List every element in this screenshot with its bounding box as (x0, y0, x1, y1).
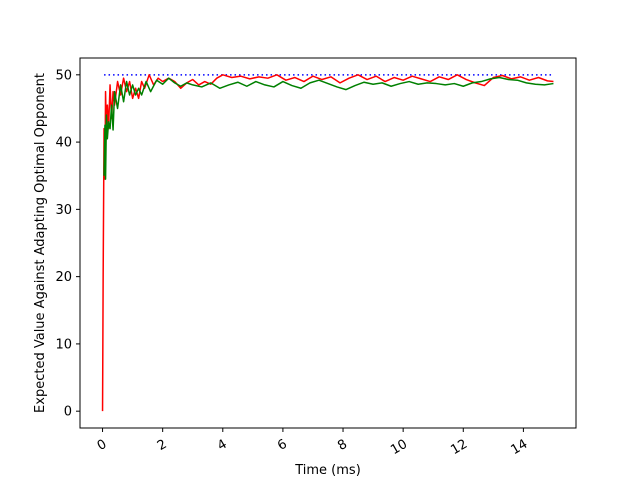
series-layer (101, 74, 554, 412)
y-axis-label: Expected Value Against Adapting Optimal … (33, 73, 48, 413)
x-tick-label: 10 (388, 437, 410, 458)
green-series-line (103, 76, 554, 180)
y-tick-label: 10 (55, 337, 72, 352)
y-axis: 0 10 20 30 40 50 (55, 68, 80, 420)
y-tick-label: 40 (55, 136, 72, 151)
red-series-line (101, 74, 554, 412)
y-tick-label: 50 (55, 68, 72, 83)
plot-frame (79, 57, 577, 429)
x-tick-label: 14 (508, 437, 530, 458)
x-axis-label: Time (ms) (294, 463, 361, 478)
y-tick-label: 20 (55, 270, 72, 285)
y-tick-label: 0 (64, 405, 72, 420)
x-tick-label: 12 (448, 437, 470, 458)
y-tick-label: 30 (55, 203, 72, 218)
